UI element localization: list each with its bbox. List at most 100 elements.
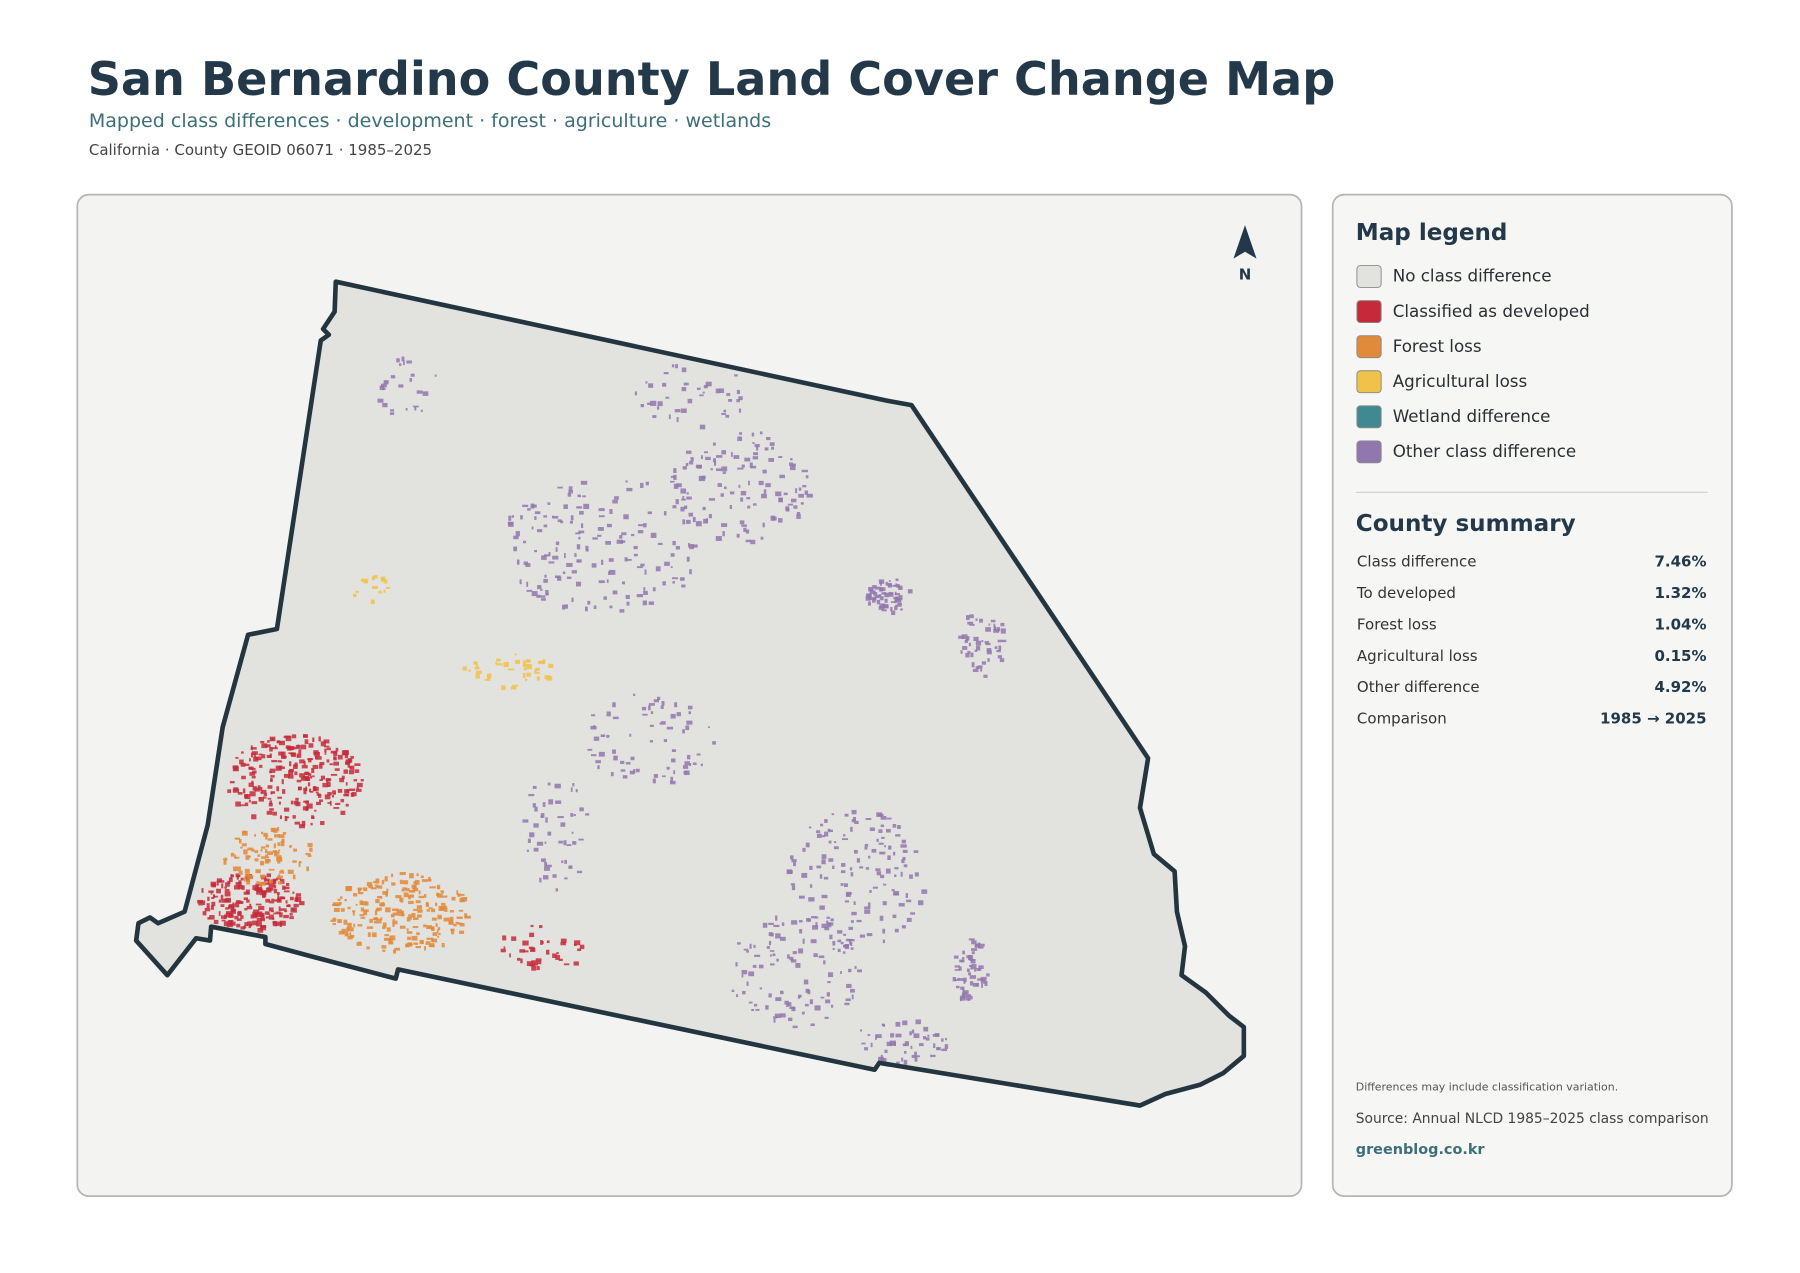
change-pixel: [840, 883, 844, 886]
change-pixel: [963, 992, 966, 997]
change-pixel: [638, 524, 644, 527]
change-pixel: [363, 578, 369, 584]
change-pixel: [868, 586, 874, 592]
change-pixel: [768, 922, 774, 925]
change-pixel: [766, 437, 771, 441]
change-pixel: [332, 902, 338, 907]
change-pixel: [392, 912, 399, 916]
change-pixel: [898, 585, 903, 590]
change-pixel: [901, 839, 906, 844]
change-pixel: [385, 907, 391, 913]
change-pixel: [793, 505, 798, 509]
change-pixel: [260, 789, 267, 794]
change-pixel: [211, 901, 216, 907]
change-pixel: [389, 412, 395, 415]
change-pixel: [662, 382, 667, 387]
change-pixel: [997, 639, 1001, 643]
change-pixel: [821, 854, 827, 859]
change-pixel: [240, 926, 245, 930]
change-pixel: [495, 662, 498, 665]
change-pixel: [265, 916, 270, 919]
change-pixel: [383, 380, 389, 385]
change-pixel: [768, 458, 775, 462]
change-pixel: [804, 1003, 809, 1007]
change-pixel: [568, 865, 573, 869]
change-pixel: [337, 788, 343, 793]
change-pixel: [573, 814, 576, 817]
change-pixel: [881, 609, 887, 612]
change-pixel: [300, 776, 307, 781]
change-pixel: [585, 545, 589, 550]
change-pixel: [269, 800, 273, 805]
change-pixel: [891, 610, 896, 616]
change-pixel: [754, 954, 761, 957]
change-pixel: [944, 1044, 949, 1049]
change-pixel: [988, 623, 991, 626]
change-pixel: [675, 546, 680, 550]
change-pixel: [289, 845, 292, 848]
change-pixel: [208, 890, 214, 893]
change-pixel: [864, 843, 869, 847]
change-pixel: [270, 910, 274, 913]
change-pixel: [576, 870, 583, 874]
change-pixel: [260, 914, 265, 920]
change-pixel: [570, 813, 574, 817]
change-pixel: [269, 768, 276, 773]
change-pixel: [741, 969, 748, 975]
change-pixel: [958, 966, 962, 971]
change-pixel: [959, 995, 966, 1001]
change-pixel: [625, 480, 628, 483]
change-pixel: [745, 539, 751, 543]
change-pixel: [352, 912, 355, 916]
change-pixel: [247, 847, 253, 851]
change-pixel: [535, 958, 542, 962]
change-pixel: [240, 877, 244, 881]
change-pixel: [682, 495, 685, 500]
change-pixel: [741, 974, 744, 978]
change-pixel: [294, 821, 301, 825]
footnote: Differences may include classification v…: [1356, 1081, 1618, 1094]
change-pixel: [698, 475, 705, 482]
change-pixel: [970, 981, 974, 986]
change-pixel: [681, 367, 687, 373]
change-pixel: [283, 735, 286, 739]
change-pixel: [241, 885, 245, 890]
change-pixel: [532, 785, 537, 789]
change-pixel: [985, 642, 991, 646]
change-pixel: [965, 652, 970, 658]
summary-table: Class difference 7.46%To developed 1.32%Fo…: [1356, 553, 1707, 728]
change-pixel: [537, 529, 543, 533]
change-pixel: [789, 956, 794, 961]
change-pixel: [804, 490, 809, 495]
change-pixel: [391, 882, 396, 886]
summary-label: Class difference: [1357, 553, 1477, 571]
change-pixel: [967, 621, 974, 625]
title: San Bernardino County Land Cover Change …: [88, 52, 1336, 106]
change-pixel: [703, 384, 708, 389]
change-pixel: [985, 627, 992, 632]
change-pixel: [257, 927, 264, 933]
change-pixel: [292, 764, 298, 769]
change-pixel: [585, 548, 589, 552]
change-pixel: [813, 953, 818, 958]
change-pixel: [722, 471, 726, 474]
change-pixel: [933, 1043, 936, 1049]
change-pixel: [246, 879, 251, 885]
change-pixel: [868, 597, 875, 600]
change-pixel: [316, 801, 321, 806]
change-pixel: [685, 450, 692, 454]
change-pixel: [699, 394, 704, 397]
change-pixel: [626, 601, 630, 606]
change-pixel: [450, 928, 455, 931]
change-pixel: [878, 606, 885, 610]
change-pixel: [892, 584, 898, 587]
change-pixel: [279, 815, 282, 820]
change-pixel: [243, 830, 246, 834]
change-pixel: [278, 801, 281, 805]
change-pixel: [962, 950, 965, 955]
change-pixel: [530, 924, 534, 928]
change-pixel: [256, 917, 262, 922]
change-pixel: [850, 826, 853, 832]
change-pixel: [923, 1026, 929, 1032]
